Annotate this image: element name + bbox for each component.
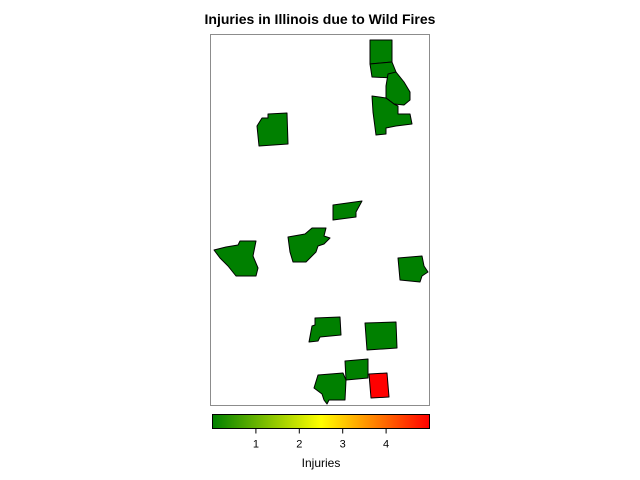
county-south-west [308,316,342,343]
county-northwest [256,112,289,147]
map-title: Injuries in Illinois due to Wild Fires [205,11,436,27]
county-north-south [371,95,413,136]
county-layer [213,39,429,405]
county-south-east [364,321,398,351]
county-west [213,240,259,277]
county-north-east [385,71,411,106]
legend-tick-label: 1 [253,439,259,451]
color-legend: 1 2 3 4 Injuries [212,414,430,470]
legend-title: Injuries [302,456,341,470]
legend-color-ramp [212,414,430,429]
county-far-south-b [313,372,347,405]
legend-tick-label: 2 [296,439,302,451]
county-east [397,255,429,283]
county-far-south-a [344,358,369,381]
county-central-north [332,200,363,221]
legend-tick-label: 4 [383,439,389,451]
legend-tick-label: 3 [340,439,346,451]
county-central [287,227,331,263]
county-far-south-red [368,372,390,399]
legend-ticks: 1 2 3 4 [253,428,389,451]
county-north-top [369,39,393,65]
